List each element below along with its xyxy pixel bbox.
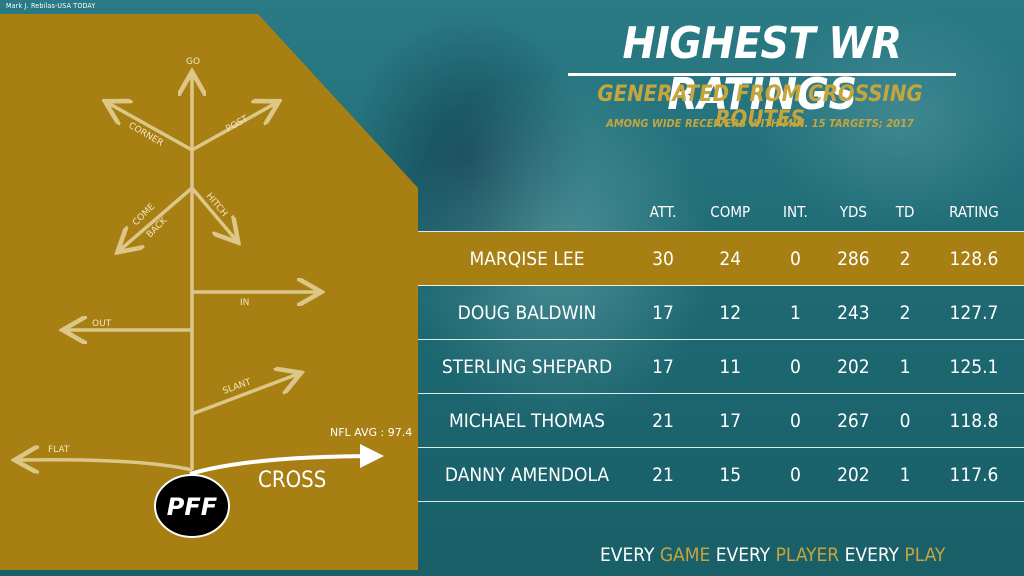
att-cell: 17	[636, 339, 691, 394]
rating-cell: 125.1	[923, 339, 1024, 394]
corner-route	[108, 103, 193, 152]
comp-cell: 24	[690, 231, 771, 286]
yds-cell: 243	[820, 285, 887, 340]
header-rating: RATING	[949, 203, 999, 221]
nfl-average: NFL AVG : 97.4	[330, 426, 412, 439]
int-cell: 0	[770, 447, 821, 502]
header-player	[418, 193, 636, 232]
tagline-word: EVERY	[710, 544, 776, 566]
route-label-in: IN	[240, 298, 249, 308]
title-divider	[568, 73, 956, 76]
rating-cell: 118.8	[923, 393, 1024, 448]
td-cell: 1	[886, 339, 924, 394]
header-comp: COMP	[710, 203, 751, 221]
player-name: MICHAEL THOMAS	[418, 393, 636, 448]
int-cell: 0	[770, 393, 821, 448]
route-label-out: OUT	[92, 319, 112, 329]
yds-cell: 267	[820, 393, 887, 448]
pff-logo-text: PFF	[167, 493, 218, 521]
page-subtitle: GENERATED FROM CROSSING ROUTES	[597, 82, 923, 132]
td-cell: 2	[886, 231, 924, 286]
yds-cell: 202	[820, 447, 887, 502]
td-cell: 0	[886, 393, 924, 448]
tagline: EVERY GAME EVERY PLAYER EVERY PLAY	[600, 544, 945, 566]
post-route	[191, 103, 276, 152]
yds-cell: 286	[820, 231, 887, 286]
rating-cell: 128.6	[923, 231, 1024, 286]
tagline-word: PLAY	[904, 544, 946, 566]
slant-route	[191, 374, 298, 416]
table-row: DANNY AMENDOLA 21 15 0 202 1 117.6	[418, 447, 1024, 502]
att-cell: 21	[636, 447, 691, 502]
tagline-word: EVERY	[839, 544, 905, 566]
td-cell: 2	[886, 285, 924, 340]
yds-cell: 202	[820, 339, 887, 394]
route-label-go: GO	[186, 57, 200, 67]
comp-cell: 11	[690, 339, 771, 394]
header-att: ATT.	[649, 203, 677, 221]
route-label-flat: FLAT	[48, 445, 70, 455]
td-cell: 1	[886, 447, 924, 502]
tagline-word: EVERY	[600, 544, 660, 566]
player-name: DANNY AMENDOLA	[418, 447, 636, 502]
cross-route	[189, 444, 384, 476]
int-cell: 1	[770, 285, 821, 340]
table-header-row: ATT. COMP INT. YDS TD RATING	[418, 193, 1024, 232]
table-row: MICHAEL THOMAS 21 17 0 267 0 118.8	[418, 393, 1024, 448]
player-name: STERLING SHEPARD	[418, 339, 636, 394]
rating-cell: 117.6	[923, 447, 1024, 502]
rating-cell: 127.7	[923, 285, 1024, 340]
player-name: MARQISE LEE	[418, 231, 636, 286]
page-note: AMONG WIDE RECEIVERS WITH MIN. 15 TARGET…	[606, 117, 914, 130]
comp-cell: 17	[690, 393, 771, 448]
tagline-word: PLAYER	[775, 544, 840, 566]
header-td: TD	[895, 203, 915, 221]
route-label-cross: CROSS	[258, 468, 326, 493]
att-cell: 17	[636, 285, 691, 340]
header-yds: YDS	[839, 203, 867, 221]
att-cell: 30	[636, 231, 691, 286]
photo-credit: Mark J. Rebilas-USA TODAY	[6, 2, 96, 10]
att-cell: 21	[636, 393, 691, 448]
player-name: DOUG BALDWIN	[418, 285, 636, 340]
header-int: INT.	[783, 203, 808, 221]
page-title: HIGHEST WR RATINGS	[622, 18, 902, 120]
pff-logo: PFF	[154, 474, 230, 538]
table-row: DOUG BALDWIN 17 12 1 243 2 127.7	[418, 285, 1024, 340]
hitch-route	[190, 186, 236, 240]
table-row: STERLING SHEPARD 17 11 0 202 1 125.1	[418, 339, 1024, 394]
int-cell: 0	[770, 339, 821, 394]
comp-cell: 12	[690, 285, 771, 340]
int-cell: 0	[770, 231, 821, 286]
comeback-route	[120, 186, 194, 250]
comp-cell: 15	[690, 447, 771, 502]
stats-table: ATT. COMP INT. YDS TD RATING MARQISE LEE…	[418, 193, 1024, 502]
tagline-word: GAME	[659, 544, 711, 566]
flat-route	[18, 460, 193, 470]
table-row: MARQISE LEE 30 24 0 286 2 128.6	[418, 231, 1024, 286]
